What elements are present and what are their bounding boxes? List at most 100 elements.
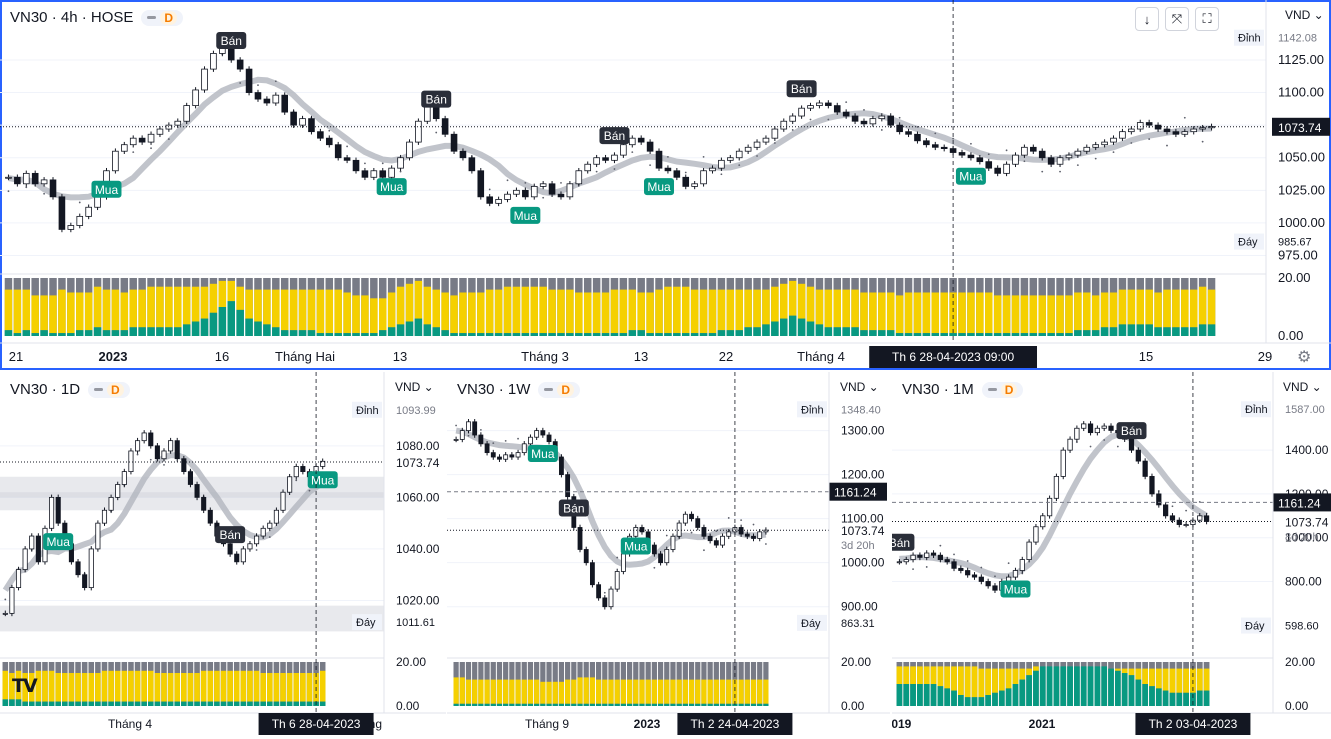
candle-body	[780, 120, 788, 130]
sar-dot	[880, 129, 883, 131]
osc-bar-green	[1142, 684, 1149, 706]
osc-bar-green	[48, 701, 55, 706]
osc-bar-yellow	[780, 283, 788, 319]
currency-select[interactable]: VND ⌄	[840, 380, 879, 394]
candle-body	[504, 193, 511, 200]
osc-bar-yellow	[247, 670, 253, 702]
chart-pane-1m[interactable]: 800.001000.001200.001400.00BánMuaBán1073…	[892, 372, 1331, 739]
osc-bar-green	[67, 333, 75, 336]
osc-bar-yellow	[167, 673, 174, 702]
osc-bar-yellow	[280, 289, 289, 331]
osc-bar-yellow	[459, 677, 465, 704]
candle-body	[181, 458, 187, 473]
y-tick-label: 1060.00	[396, 490, 440, 504]
sar-dot	[308, 489, 311, 492]
chart-pane-4h[interactable]: 975.001000.001025.001050.001075.001100.0…	[0, 0, 1331, 370]
sar-dot	[399, 170, 402, 173]
osc-bar-yellow	[596, 679, 602, 704]
chart-4h-svg[interactable]: 975.001000.001025.001050.001075.001100.0…	[0, 0, 1331, 370]
collapse-icon[interactable]: ⤧	[1165, 7, 1189, 31]
chart-legend-1d[interactable]: VN30 · 1D D	[8, 380, 132, 399]
chart-1m-svg[interactable]: 800.001000.001200.001400.00BánMuaBán1073…	[892, 372, 1331, 739]
osc-bar-yellow	[280, 673, 286, 702]
osc-bar-green	[596, 703, 602, 706]
osc-bar-yellow	[910, 666, 916, 684]
peak-price-text: 1587.00	[1285, 404, 1325, 416]
candle-body	[486, 196, 493, 204]
osc-bar-green	[1053, 666, 1060, 706]
osc-bar-yellow	[1155, 668, 1162, 689]
osc-bar-green	[233, 701, 240, 706]
osc-bar-yellow	[735, 289, 743, 331]
osc-bar-yellow	[298, 289, 307, 331]
sar-dot	[239, 82, 242, 84]
x-tick-label: 29	[1258, 349, 1272, 364]
candle-body	[415, 120, 422, 143]
indicator-pill[interactable]: D	[538, 381, 581, 398]
osc-bar-yellow	[583, 677, 589, 704]
sar-dot	[1183, 116, 1186, 119]
y-tick-label: 1000.00	[841, 556, 885, 570]
osc-bar-yellow	[42, 670, 48, 702]
osc-bar-green	[245, 318, 253, 336]
indicator-pill[interactable]: D	[981, 381, 1024, 398]
sar-dot	[665, 534, 668, 537]
osc-bar-yellow	[670, 679, 676, 704]
sar-dot	[916, 125, 919, 128]
candle-body	[513, 189, 520, 195]
currency-select[interactable]: VND ⌄	[395, 380, 434, 394]
osc-bar-yellow	[732, 679, 738, 704]
osc-bar-green	[240, 701, 247, 706]
osc-bar-yellow	[300, 673, 306, 702]
osc-bar-green	[957, 695, 964, 706]
candle-body	[55, 496, 61, 524]
eye-icon	[544, 388, 554, 391]
osc-bar-yellow	[904, 292, 913, 334]
candle-body	[317, 131, 324, 139]
maximize-icon[interactable]: ⛶	[1195, 7, 1219, 31]
chart-pane-1d[interactable]: 1020.00 1040.00 1060.00 1080.00 Mua Bán Mua 107…	[0, 372, 446, 739]
candle-body	[1110, 137, 1117, 143]
osc-bar-yellow	[992, 668, 998, 693]
candle-body	[1136, 122, 1144, 130]
trough-price-text: 985.67	[1278, 237, 1312, 249]
candle-body	[174, 440, 180, 460]
buy-signal-label	[955, 167, 986, 185]
osc-bar-yellow	[1012, 668, 1019, 684]
signal-text: Bán	[791, 82, 812, 96]
currency-select[interactable]: VND ⌄	[1283, 380, 1322, 394]
candle-body	[751, 535, 756, 539]
indicator-pill[interactable]: D	[141, 9, 184, 26]
osc-bar-yellow	[577, 677, 583, 704]
sar-dot	[738, 164, 741, 167]
chart-1w-svg[interactable]: 900.00 1000.00 1100.00 1200.00 1300.00 Mua Bán…	[447, 372, 890, 739]
candle-body	[896, 124, 903, 133]
osc-bar-yellow	[1114, 668, 1121, 671]
candle-body	[896, 561, 903, 564]
osc-bar-yellow	[726, 289, 735, 331]
chart-pane-1w[interactable]: 900.00 1000.00 1100.00 1200.00 1300.00 Mua Bán…	[447, 372, 890, 739]
chart-legend-4h[interactable]: VN30 · 4h · HOSE D	[8, 8, 186, 27]
osc-bar-green	[557, 333, 565, 336]
indicator-pill[interactable]: D	[88, 381, 130, 398]
chart-1d-svg[interactable]: 1020.00 1040.00 1060.00 1080.00 Mua Bán Mua 107…	[0, 372, 446, 739]
gear-icon[interactable]: ⚙	[1297, 349, 1312, 366]
chart-legend-1w[interactable]: VN30 · 1W D	[455, 380, 583, 399]
buy-signal-label	[620, 537, 651, 555]
osc-bar-green	[484, 703, 490, 706]
osc-bar-yellow	[387, 292, 396, 328]
sar-dot	[492, 442, 495, 445]
osc-bar-green	[494, 333, 503, 336]
last-price-text: 1073.74	[1278, 121, 1322, 135]
candle-body	[910, 554, 916, 560]
currency-select[interactable]: VND ⌄	[1285, 8, 1324, 22]
osc-bar-yellow	[1163, 289, 1171, 328]
tradingview-logo-icon[interactable]: TV	[12, 675, 38, 697]
osc-bar-green	[503, 703, 509, 706]
candle-body	[584, 163, 592, 172]
signal-text: Mua	[624, 539, 648, 553]
arrow-down-icon[interactable]: ↓	[1135, 7, 1159, 31]
sar-dot	[616, 556, 619, 559]
chart-legend-1m[interactable]: VN30 · 1M D	[900, 380, 1026, 399]
osc-bar-green	[289, 330, 298, 336]
